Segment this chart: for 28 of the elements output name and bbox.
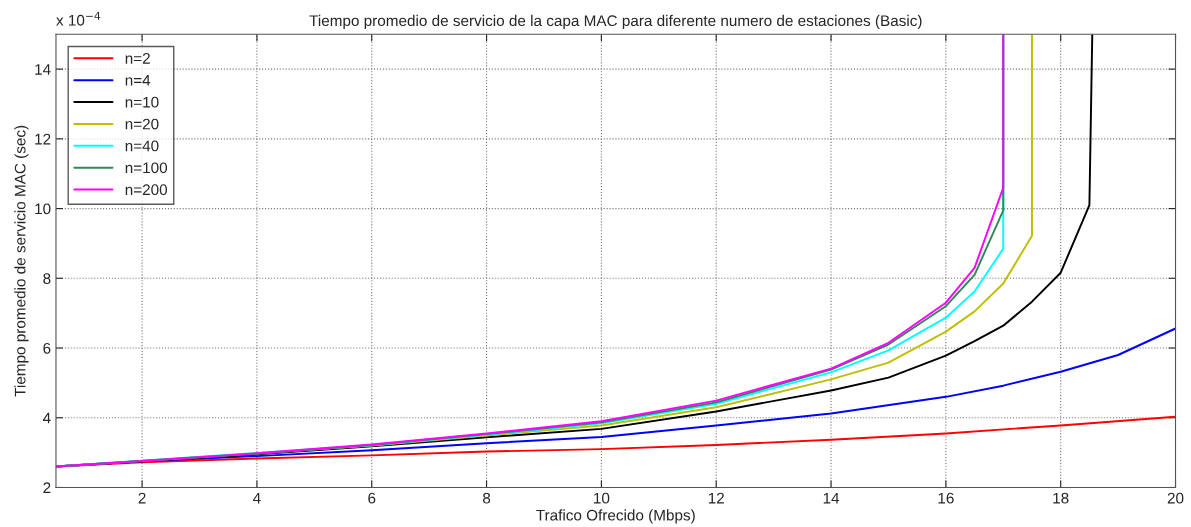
legend-label: n=100 (125, 162, 168, 174)
chart-title: Tiempo promedio de servicio de la capa MAC para diferente numero de estaciones (Basic) (309, 14, 922, 30)
x-tick-label: 16 (938, 492, 954, 504)
legend-label: n=4 (125, 75, 151, 86)
x-tick-label: 20 (1167, 492, 1184, 504)
x-tick-label: 4 (253, 492, 261, 504)
y-axis-title: Tiempo promedio de servicio MAC (sec) (14, 125, 29, 397)
y-tick-label: 14 (35, 64, 51, 75)
legend-label: n=10 (125, 96, 159, 108)
y-tick-label: 10 (35, 203, 51, 215)
y-tick-label: 12 (35, 133, 51, 145)
x-tick-label: 2 (138, 492, 146, 504)
text: x 10$^{−4}$ (56, 11, 101, 26)
legend-label: n=40 (125, 140, 159, 152)
legend-label: n=2 (125, 52, 150, 64)
x-tick-label: 14 (823, 492, 840, 504)
y-tick-label: 6 (43, 342, 51, 354)
y-tick-label: 2 (43, 482, 51, 494)
x-tick-label: 12 (708, 492, 724, 504)
x-axis-title: Trafico Ofrecido (Mbps) (536, 509, 695, 524)
x-tick-label: 18 (1053, 492, 1069, 504)
legend-label: n=20 (125, 118, 159, 130)
x-tick-label: 8 (482, 492, 491, 504)
legend-label: n=200 (125, 184, 168, 196)
y-tick-label: 4 (42, 412, 51, 424)
x-tick-label: 10 (594, 492, 610, 504)
x-tick-label: 6 (368, 492, 376, 504)
y-tick-label: 8 (43, 273, 51, 284)
